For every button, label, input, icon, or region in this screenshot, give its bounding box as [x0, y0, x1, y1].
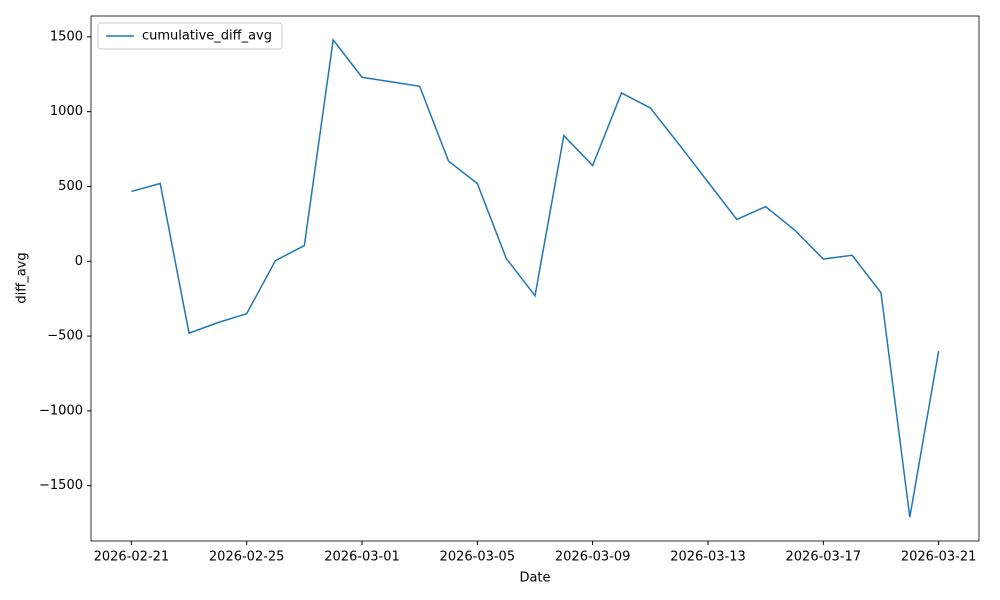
y-tick-label: −1500: [39, 478, 83, 493]
data-line: [131, 37, 940, 518]
y-tick-label: −1000: [39, 403, 83, 418]
y-tick-label: 500: [58, 179, 83, 194]
legend-label: cumulative_diff_avg: [142, 29, 272, 44]
x-tick-label: 2026-03-01: [324, 550, 400, 565]
y-tick-label: 1500: [50, 29, 83, 44]
x-tick-label: 2026-02-25: [209, 550, 285, 565]
y-tick-label: 1000: [50, 104, 83, 119]
x-tick-label: 2026-03-13: [670, 550, 746, 565]
x-tick-label: 2026-03-21: [901, 550, 977, 565]
plot-frame: [90, 15, 980, 542]
x-tick-label: 2026-03-05: [440, 550, 516, 565]
legend: [97, 22, 283, 50]
y-tick-label: −500: [47, 329, 83, 344]
y-axis-label: diff_avg: [15, 252, 30, 303]
x-axis-label: Date: [519, 571, 550, 586]
x-tick-label: 2026-03-17: [786, 550, 862, 565]
x-tick-label: 2026-02-21: [94, 550, 170, 565]
y-tick-label: 0: [75, 254, 83, 269]
x-tick-label: 2026-03-09: [555, 550, 631, 565]
